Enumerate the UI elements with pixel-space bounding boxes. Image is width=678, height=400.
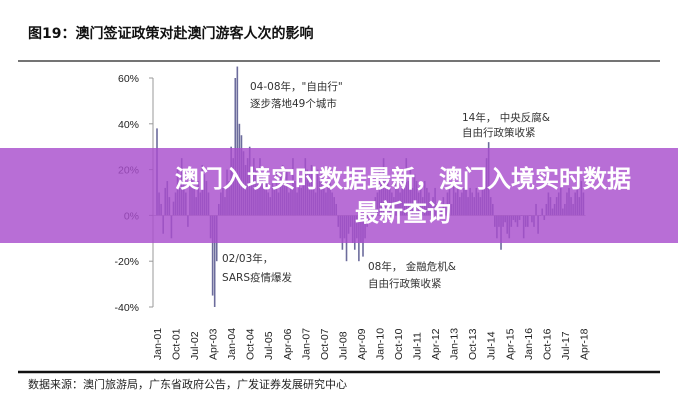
x-tick-label: Jan-04 xyxy=(226,328,238,360)
annotation-financial-crisis-line2: 自由行政策收紧 xyxy=(368,277,442,290)
x-tick-label: Apr-06 xyxy=(282,328,294,360)
x-tick-label: Jul-05 xyxy=(263,331,275,360)
x-tick-label: Apr-15 xyxy=(504,328,516,360)
x-tick-label: Oct-16 xyxy=(541,328,553,360)
x-tick-label: Jan-01 xyxy=(152,328,164,360)
x-tick-label: Jul-02 xyxy=(189,331,201,360)
x-tick-label: Jan-13 xyxy=(449,328,461,360)
x-tick-label: Jan-16 xyxy=(523,328,535,360)
source-note: 数据来源：澳门旅游局，广东省政府公告，广发证券发展研究中心 xyxy=(28,377,347,391)
annotation-free-travel-line2: 逐步落地49个城市 xyxy=(250,97,337,110)
x-tick-label: Jan-07 xyxy=(300,328,312,360)
bar xyxy=(236,66,239,216)
annotation-anticorruption-line1: 14年， 中央反腐& xyxy=(462,111,550,124)
chart-title: 图19：澳门签证政策对赴澳门游客人次的影响 xyxy=(28,25,313,42)
x-tick-label: Apr-09 xyxy=(356,328,368,360)
x-tick-label: Jul-08 xyxy=(337,331,349,360)
x-tick-label: Jul-14 xyxy=(486,331,498,360)
x-tick-label: Oct-01 xyxy=(171,328,183,360)
x-tick-label: Jul-17 xyxy=(560,331,572,360)
annotation-sars-line1: 02/03年， xyxy=(222,252,273,265)
bar xyxy=(234,78,237,216)
x-tick-label: Oct-04 xyxy=(245,328,257,360)
annotation-financial-crisis-line1: 08年， 金融危机& xyxy=(368,260,456,273)
x-tick-label: Apr-12 xyxy=(430,328,442,360)
overlay-banner: 澳门入境实时数据最新，澳门入境实时数据 最新查询 xyxy=(0,148,678,243)
x-tick-label: Jul-11 xyxy=(412,332,424,360)
bar xyxy=(213,215,216,307)
x-tick-label: Apr-03 xyxy=(208,328,220,360)
x-tick-label: Oct-13 xyxy=(467,328,479,360)
banner-line-1: 澳门入境实时数据最新，澳门入境实时数据 xyxy=(175,164,631,193)
annotation-anticorruption-line2: 自由行政策收紧 xyxy=(462,126,536,139)
y-tick-label: 40% xyxy=(118,119,139,131)
y-tick-label: -20% xyxy=(114,256,139,268)
x-tick-label: Apr-18 xyxy=(578,328,590,360)
bar xyxy=(211,215,214,296)
x-tick-label: Oct-10 xyxy=(393,328,405,360)
x-tick-label: Jan-10 xyxy=(374,328,386,360)
y-tick-label: 60% xyxy=(118,73,139,85)
annotation-free-travel-line1: 04-08年，"自由行" xyxy=(250,80,343,93)
x-tick-label: Oct-07 xyxy=(319,328,331,360)
annotation-sars-line2: SARS疫情爆发 xyxy=(222,271,293,284)
x-axis: Jan-01 Oct-01 Jul-02 Apr-03 Jan-04 Oct-04 Jul-… xyxy=(152,215,590,360)
y-tick-label: -40% xyxy=(114,302,139,314)
banner-line-2: 最新查询 xyxy=(355,198,451,227)
